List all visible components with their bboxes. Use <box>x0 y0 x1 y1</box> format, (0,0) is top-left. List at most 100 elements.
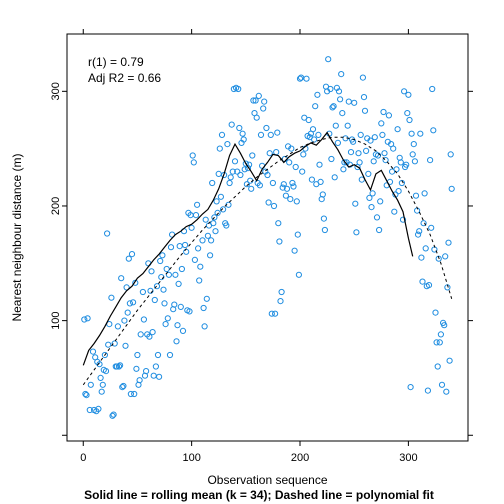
data-point <box>269 179 276 187</box>
data-point <box>243 181 250 188</box>
data-point <box>188 224 195 231</box>
data-point <box>368 204 375 211</box>
data-point <box>291 247 298 254</box>
data-point <box>164 315 171 322</box>
data-point <box>148 268 155 275</box>
rolling-mean-line <box>82 131 414 366</box>
annotation-adj-r2: Adj R2 = 0.66 <box>88 71 161 85</box>
data-point <box>421 190 428 197</box>
data-point <box>370 158 377 165</box>
data-point <box>403 161 410 168</box>
data-point <box>231 158 239 165</box>
y-tick-label: 100 <box>50 311 62 329</box>
data-point <box>179 327 187 334</box>
data-point <box>359 74 366 81</box>
data-point <box>83 392 90 399</box>
data-point <box>257 131 265 138</box>
data-point <box>279 184 286 191</box>
data-point <box>276 238 283 245</box>
data-point <box>340 166 347 173</box>
data-point <box>109 412 116 419</box>
data-point <box>252 97 259 104</box>
data-point <box>420 220 427 227</box>
data-point <box>425 282 433 289</box>
plot-frame <box>66 33 469 442</box>
data-point <box>151 296 158 304</box>
data-point <box>428 224 435 231</box>
data-point <box>81 316 88 323</box>
data-point <box>399 216 407 223</box>
data-point <box>244 165 252 172</box>
data-point <box>215 170 222 177</box>
data-point <box>183 248 190 255</box>
data-point <box>174 322 181 329</box>
data-point <box>268 310 275 317</box>
data-point <box>290 183 297 190</box>
data-point <box>424 387 431 394</box>
data-point <box>120 382 127 390</box>
data-point <box>367 137 374 144</box>
data-point <box>409 151 416 158</box>
x-tick-label: 300 <box>399 452 417 464</box>
data-point <box>356 159 363 166</box>
data-point <box>296 75 304 82</box>
data-point <box>331 174 338 181</box>
data-point <box>227 174 234 181</box>
data-point <box>410 141 417 148</box>
y-tick-label: 200 <box>50 197 62 215</box>
x-tick-label: 100 <box>182 452 200 464</box>
data-point <box>132 279 139 286</box>
data-point <box>161 300 168 307</box>
data-point <box>98 388 105 395</box>
data-point <box>404 110 411 117</box>
data-point <box>267 131 274 138</box>
data-point <box>278 288 285 296</box>
data-point <box>216 145 223 152</box>
data-point <box>176 243 183 250</box>
data-point <box>289 179 296 187</box>
data-point <box>385 112 392 119</box>
data-point <box>321 226 328 234</box>
data-point <box>133 365 140 372</box>
data-point <box>277 298 284 305</box>
data-point <box>441 322 448 329</box>
data-point <box>355 150 362 157</box>
data-point <box>395 188 402 195</box>
data-point <box>87 381 94 388</box>
data-point <box>287 196 294 203</box>
data-point <box>162 321 169 328</box>
data-point <box>305 116 312 124</box>
data-point <box>427 157 434 164</box>
data-point <box>130 299 137 306</box>
data-point <box>345 98 352 105</box>
data-point <box>199 237 206 244</box>
data-point <box>229 168 236 175</box>
x-tick-label: 200 <box>291 452 309 464</box>
data-point <box>270 202 278 210</box>
data-point <box>320 215 327 222</box>
data-point <box>197 263 204 270</box>
scatter-points <box>81 56 455 419</box>
data-point <box>282 192 289 199</box>
data-point <box>178 265 185 273</box>
y-axis-ticks: 100 200 300 <box>50 82 473 436</box>
annotation-r1: r(1) = 0.79 <box>88 55 144 69</box>
data-point <box>286 159 293 166</box>
data-point <box>316 161 323 168</box>
data-point <box>416 228 423 235</box>
polynomial-fit-line <box>82 136 453 386</box>
data-point <box>177 303 184 310</box>
data-point <box>266 150 273 157</box>
data-point <box>86 406 93 414</box>
data-point <box>265 199 272 206</box>
data-point <box>196 277 203 284</box>
data-point <box>235 85 242 93</box>
data-point <box>407 384 414 391</box>
data-point <box>122 342 129 349</box>
data-point <box>175 280 182 287</box>
data-point <box>134 351 141 359</box>
data-point <box>360 94 368 101</box>
data-point <box>208 237 215 244</box>
data-point <box>353 229 360 236</box>
